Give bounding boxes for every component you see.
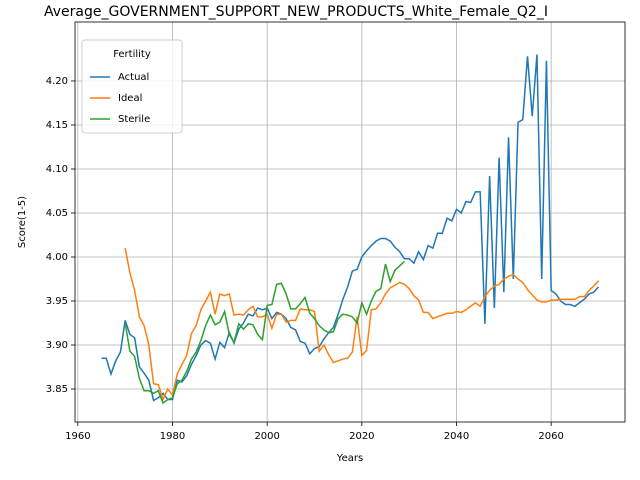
legend-label: Sterile xyxy=(118,114,150,125)
legend: Fertility Actual Ideal Sterile xyxy=(81,39,183,134)
legend-title: Fertility xyxy=(113,49,151,60)
x-tick-label: 1960 xyxy=(65,431,90,442)
series-line xyxy=(101,54,600,402)
chart-title: Average_GOVERNMENT_SUPPORT_NEW_PRODUCTS_… xyxy=(44,4,548,20)
legend-label: Actual xyxy=(118,72,149,83)
x-axis-label: Years xyxy=(336,453,363,464)
x-tick-label: 1980 xyxy=(160,431,185,442)
x-tick-label: 2000 xyxy=(254,431,279,442)
y-tick-label: 3.90 xyxy=(46,340,68,351)
x-tick-label: 2020 xyxy=(349,431,374,442)
x-tick-label: 2060 xyxy=(538,431,563,442)
y-tick-label: 4.05 xyxy=(46,208,68,219)
plot-frame xyxy=(74,21,626,423)
series-line xyxy=(124,248,600,402)
y-axis-label: Score(1-5) xyxy=(17,196,28,248)
x-tick-label: 2040 xyxy=(444,431,469,442)
legend-box xyxy=(81,39,183,134)
y-tick-label: 3.85 xyxy=(46,384,68,395)
y-tick-label: 3.95 xyxy=(46,296,68,307)
y-tick-label: 4.20 xyxy=(46,76,68,87)
series-line xyxy=(124,260,405,405)
y-tick-label: 4.15 xyxy=(46,120,68,131)
y-tick-label: 4.10 xyxy=(46,164,68,175)
legend-label: Ideal xyxy=(118,93,142,104)
lines xyxy=(101,54,600,405)
y-tick-label: 4.00 xyxy=(46,252,68,263)
